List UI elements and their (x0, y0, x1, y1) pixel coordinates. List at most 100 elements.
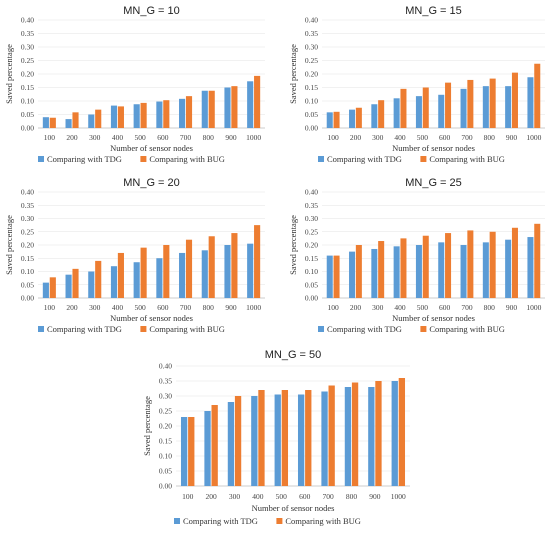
y-tick-label: 0.20 (159, 422, 172, 431)
bar-bug (378, 100, 385, 128)
bar-bug (140, 247, 147, 298)
x-tick-label: 300 (89, 133, 101, 142)
bar-tdg (326, 112, 333, 128)
bar-bug (375, 381, 382, 486)
bar-tdg (368, 387, 375, 486)
x-tick-label: 700 (461, 303, 473, 312)
x-tick-label: 100 (328, 133, 340, 142)
bar-bug (163, 245, 170, 298)
x-tick-label: 900 (225, 303, 237, 312)
x-axis-label: Number of sensor nodes (252, 503, 335, 513)
bar-bug (534, 223, 541, 298)
y-tick-label: 0.30 (21, 43, 34, 52)
bar-tdg (224, 245, 231, 298)
bar-bug (489, 231, 496, 298)
bar-bug (355, 245, 362, 298)
x-tick-label: 500 (135, 303, 147, 312)
x-tick-label: 200 (66, 133, 78, 142)
x-tick-label: 400 (112, 303, 124, 312)
x-tick-label: 900 (369, 492, 381, 501)
x-tick-label: 100 (44, 303, 56, 312)
x-tick-label: 300 (89, 303, 101, 312)
legend-swatch-tdg (318, 156, 324, 162)
y-tick-label: 0.10 (305, 97, 318, 106)
bar-bug (211, 405, 218, 486)
legend-label: Comparing with TDG (47, 154, 122, 164)
bar-tdg (227, 402, 235, 486)
x-tick-label: 600 (299, 492, 311, 501)
y-tick-label: 0.30 (21, 214, 34, 223)
bar-bug (95, 260, 102, 298)
x-tick-label: 600 (157, 133, 169, 142)
x-tick-label: 600 (439, 133, 451, 142)
y-tick-label: 0.20 (21, 70, 34, 79)
x-tick-label: 300 (372, 303, 384, 312)
y-tick-label: 0.15 (305, 83, 318, 92)
legend-swatch-bug (276, 518, 283, 524)
bar-tdg (371, 104, 378, 128)
bar-bug (511, 72, 518, 128)
bar-bug (231, 86, 238, 128)
x-tick-label: 500 (417, 133, 429, 142)
bar-bug (445, 82, 452, 128)
y-tick-label: 0.05 (159, 467, 172, 476)
x-tick-label: 100 (44, 133, 56, 142)
x-tick-label: 100 (328, 303, 340, 312)
bar-tdg (326, 255, 333, 298)
y-tick-label: 0.05 (21, 110, 34, 119)
x-tick-label: 900 (506, 303, 518, 312)
x-tick-label: 800 (484, 303, 496, 312)
y-tick-label: 0.30 (305, 43, 318, 52)
bar-tdg (460, 245, 467, 298)
chart-panel: MN_G = 10 0.00 0.05 0.10 0.15 0.20 0.25 0.30 0.3… (4, 5, 265, 164)
y-tick-label: 0.15 (159, 437, 172, 446)
legend-swatch-tdg (318, 326, 324, 332)
y-axis-label: Saved percentage (288, 215, 298, 275)
bar-bug (445, 233, 452, 298)
bar-tdg (88, 271, 95, 298)
x-tick-label: 800 (484, 133, 496, 142)
bar-bug (305, 390, 312, 486)
bar-bug (208, 90, 215, 128)
x-tick-label: 600 (157, 303, 169, 312)
bar-tdg (482, 242, 489, 298)
bar-tdg (65, 119, 72, 128)
x-axis-label: Number of sensor nodes (110, 313, 193, 323)
bar-bug (95, 109, 102, 128)
bar-bug (254, 75, 261, 128)
bar-bug (422, 87, 429, 128)
bar-bug (231, 233, 238, 298)
bar-bug (188, 417, 195, 486)
y-tick-label: 0.40 (21, 16, 34, 25)
bar-bug (72, 112, 79, 128)
chart-panel: MN_G = 20 0.00 0.05 0.10 0.15 0.20 0.25 0.30 0.3… (4, 177, 265, 334)
y-tick-label: 0.00 (159, 482, 172, 491)
bar-bug (422, 235, 429, 298)
x-tick-label: 200 (66, 303, 78, 312)
bar-tdg (42, 282, 49, 298)
legend-label: Comparing with TDG (327, 324, 402, 334)
bar-bug (398, 378, 406, 486)
x-axis-label: Number of sensor nodes (392, 313, 475, 323)
y-tick-label: 0.35 (305, 29, 318, 38)
bar-tdg (391, 381, 398, 486)
y-axis-label: Saved percentage (288, 44, 298, 104)
bar-tdg (201, 250, 208, 298)
y-tick-label: 0.00 (305, 294, 318, 303)
y-tick-label: 0.05 (305, 110, 318, 119)
legend-swatch-bug (420, 326, 427, 332)
bar-bug (467, 230, 474, 298)
legend-swatch-tdg (38, 326, 44, 332)
y-tick-label: 0.20 (305, 241, 318, 250)
x-tick-label: 800 (203, 303, 215, 312)
x-tick-label: 700 (180, 133, 192, 142)
y-tick-label: 0.10 (305, 267, 318, 276)
bar-tdg (247, 243, 254, 298)
y-tick-label: 0.15 (21, 254, 34, 263)
chart-title: MN_G = 15 (405, 5, 462, 17)
bar-bug (328, 385, 335, 486)
bar-tdg (527, 237, 534, 298)
x-tick-label: 700 (180, 303, 192, 312)
legend-swatch-bug (140, 326, 147, 332)
